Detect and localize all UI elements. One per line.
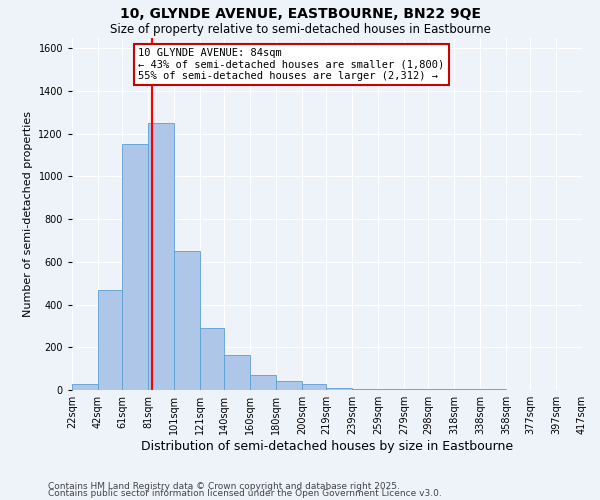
Bar [326, 388, 352, 390]
Bar [378, 389, 404, 390]
Bar [148, 123, 174, 390]
Text: Contains public sector information licensed under the Open Government Licence v3: Contains public sector information licen… [48, 489, 442, 498]
Bar [302, 384, 326, 390]
Bar [352, 389, 378, 390]
Bar [404, 389, 428, 390]
Text: Size of property relative to semi-detached houses in Eastbourne: Size of property relative to semi-detach… [110, 22, 490, 36]
Text: 10 GLYNDE AVENUE: 84sqm
← 43% of semi-detached houses are smaller (1,800)
55% of: 10 GLYNDE AVENUE: 84sqm ← 43% of semi-de… [139, 48, 445, 82]
Bar [72, 384, 98, 390]
Bar [428, 389, 454, 390]
Bar [200, 328, 224, 390]
Text: 10, GLYNDE AVENUE, EASTBOURNE, BN22 9QE: 10, GLYNDE AVENUE, EASTBOURNE, BN22 9QE [119, 8, 481, 22]
Y-axis label: Number of semi-detached properties: Number of semi-detached properties [23, 111, 33, 317]
Bar [224, 355, 250, 390]
Bar [276, 382, 302, 390]
Text: Contains HM Land Registry data © Crown copyright and database right 2025.: Contains HM Land Registry data © Crown c… [48, 482, 400, 491]
Bar [174, 251, 200, 390]
Bar [98, 290, 122, 390]
Bar [122, 144, 148, 390]
X-axis label: Distribution of semi-detached houses by size in Eastbourne: Distribution of semi-detached houses by … [141, 440, 513, 453]
Bar [250, 375, 276, 390]
